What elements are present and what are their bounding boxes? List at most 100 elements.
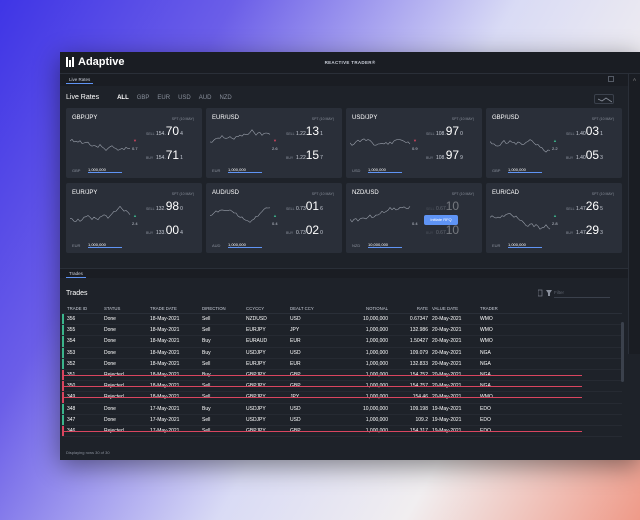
filter-aud[interactable]: AUD	[198, 94, 212, 101]
table-body: 356 Done 18-May-2021 Sell NZDUSD USD 10,000,00…	[62, 314, 622, 438]
rates-header: Live Rates ALL GBP EUR USD AUD NZD	[66, 94, 232, 101]
buy-button[interactable]: BUY 0.67 10	[426, 223, 460, 237]
notional-input[interactable]: 1,000,000	[88, 242, 122, 248]
sell-button[interactable]: SELL 1.22 13 1	[286, 124, 323, 138]
column-header[interactable]: TRADE ID	[67, 306, 88, 311]
table-row[interactable]: 348 Done 17-May-2021 Buy USDJPY USD 10,000,000…	[62, 403, 622, 415]
notional-input[interactable]: 1,000,000	[228, 167, 262, 173]
table-cell: 20-May-2021	[432, 372, 462, 379]
notional-input[interactable]: 1,000,000	[228, 242, 262, 248]
table-cell: 18-May-2021	[150, 316, 180, 323]
table-row[interactable]: 356 Done 18-May-2021 Sell NZDUSD USD 10,000,00…	[62, 314, 622, 326]
notional-input[interactable]: 1,000,000	[508, 167, 542, 173]
sell-button[interactable]: SELL 132. 98 0	[146, 199, 183, 213]
popout-icon[interactable]	[608, 76, 614, 82]
sell-price-pip: 0	[180, 206, 183, 212]
notional-input[interactable]: 10,000,000	[368, 242, 402, 248]
spread: 0.7	[132, 146, 138, 151]
column-header[interactable]: TRADE DATE	[150, 306, 177, 311]
column-header[interactable]: TRADER	[480, 306, 498, 311]
sell-button[interactable]: SELL 0.73 01 6	[286, 199, 323, 213]
table-cell: 18-May-2021	[150, 338, 180, 345]
notional-input[interactable]: 1,000,000	[508, 242, 542, 248]
table-row[interactable]: 349 Rejected 18-May-2021 Sell GBPJPY JPY 1,000…	[62, 392, 622, 404]
sell-button[interactable]: SELL 108. 97 0	[426, 124, 463, 138]
price-sparkline	[490, 139, 551, 153]
column-header[interactable]: VALUE DATE	[432, 306, 459, 311]
table-row[interactable]: 350 Rejected 18-May-2021 Sell GBPJPY GBP 1,000…	[62, 381, 622, 393]
tab-live-rates[interactable]: Live Rates	[66, 76, 94, 84]
table-row[interactable]: 351 Rejected 18-May-2021 Buy GBPJPY GBP 1,000,…	[62, 369, 622, 382]
table-cell: 20-May-2021	[432, 383, 462, 390]
price-sparkline	[210, 207, 271, 223]
filter-nzd[interactable]: NZD	[219, 94, 232, 101]
filter-icon[interactable]	[538, 288, 598, 298]
table-cell: 132.986	[409, 327, 428, 334]
table-cell: GBPJPY	[246, 394, 266, 401]
trades-filter-input[interactable]: Filter	[554, 290, 610, 298]
table-row[interactable]: 355 Done 18-May-2021 Sell EURJPY JPY 1,000,000…	[62, 325, 622, 337]
sell-button[interactable]: SELL 1.47 26 5	[566, 199, 603, 213]
sell-button[interactable]: SELL 1.40 03 1	[566, 124, 603, 138]
table-cell: EURJPY	[246, 360, 266, 367]
view-toggle-button[interactable]	[594, 94, 614, 104]
sell-price-small: 1.40	[576, 131, 586, 137]
filter-gbp[interactable]: GBP	[136, 94, 150, 101]
rate-tile[interactable]: EUR/USD SPT (10 MAY) ▼ 2.6 SELL 1.22 13 1 BUY 1.2…	[206, 108, 342, 178]
sell-price-big: 13	[305, 124, 320, 138]
buy-button[interactable]: BUY 1.22 15 7	[286, 148, 323, 162]
tab-trades[interactable]: Trades	[66, 270, 86, 278]
column-header[interactable]: RATE	[416, 306, 428, 311]
table-cell: USD	[290, 405, 301, 412]
sell-price-small: 0.67	[436, 206, 446, 212]
table-row[interactable]: 354 Done 18-May-2021 Buy EURAUD EUR 1,000,000 1…	[62, 336, 622, 348]
buy-button[interactable]: BUY 154. 71 1	[146, 148, 183, 162]
rate-tile[interactable]: GBP/JPY SPT (10 MAY) ▼ 0.7 SELL 154. 70 4 BUY 154…	[66, 108, 202, 178]
movement-arrow-icon: ▼	[413, 138, 417, 143]
price-sparkline	[350, 138, 411, 146]
table-scrollbar[interactable]	[621, 322, 624, 382]
table-row[interactable]: 352 Done 18-May-2021 Sell EURJPY EUR 1,000,000…	[62, 358, 622, 370]
table-row[interactable]: 346 Rejected 17-May-2021 Sell GBPJPY GBP 1,000…	[62, 425, 622, 438]
table-cell: 346	[67, 427, 76, 434]
buy-button[interactable]: BUY 1.40 05 3	[566, 148, 603, 162]
table-cell: 10,000,000	[362, 316, 388, 323]
column-header[interactable]: DEALT CCY	[290, 306, 314, 311]
currency-pair: NZD/USD	[352, 190, 379, 196]
buy-price-big: 97	[445, 148, 460, 162]
sell-price-big: 70	[165, 124, 180, 138]
rate-tile[interactable]: NZD/USD SPT (10 MAY) 0.4 SELL 0.67 10 BUY 0.67 1…	[346, 183, 482, 253]
buy-button[interactable]: BUY 133. 00 4	[146, 223, 183, 237]
notional-input[interactable]: 1,000,000	[88, 167, 122, 173]
sell-price-big: 03	[585, 124, 600, 138]
rate-tile[interactable]: AUD/USD SPT (10 MAY) ▲ 0.4 SELL 0.73 01 6 BUY 0.7…	[206, 183, 342, 253]
table-cell: 18-May-2021	[150, 360, 180, 367]
filter-all[interactable]: ALL	[117, 94, 129, 101]
column-header[interactable]: NOTIONAL	[366, 306, 388, 311]
filter-eur[interactable]: EUR	[157, 94, 171, 101]
table-cell: 18-May-2021	[150, 383, 180, 390]
notional-input[interactable]: 1,000,000	[368, 167, 402, 173]
table-row[interactable]: 347 Done 17-May-2021 Sell USDJPY USD 1,000,000…	[62, 414, 622, 426]
table-cell: Rejected	[104, 394, 124, 401]
initiate-rfq-button[interactable]: Initiate RFQ	[424, 215, 458, 225]
column-header[interactable]: STATUS	[104, 306, 121, 311]
column-header[interactable]: CCYCCY	[246, 306, 265, 311]
spot-date: SPT (10 MAY)	[171, 117, 194, 121]
buy-button[interactable]: BUY 108. 97 9	[426, 148, 463, 162]
sell-button[interactable]: SELL 154. 70 4	[146, 124, 183, 138]
sell-button[interactable]: SELL 0.67 10	[426, 199, 460, 213]
rate-tile[interactable]: EUR/CAD SPT (10 MAY) ▲ 2.8 SELL 1.47 26 5 BUY 1.4…	[486, 183, 622, 253]
buy-button[interactable]: BUY 0.73 02 0	[286, 223, 323, 237]
buy-button[interactable]: BUY 1.47 29 3	[566, 223, 603, 237]
rate-tile[interactable]: USD/JPY SPT (10 MAY) ▼ 0.9 SELL 108. 97 0 BUY 108…	[346, 108, 482, 178]
buy-price-small: 1.47	[576, 230, 586, 236]
column-header[interactable]: DIRECTION	[202, 306, 226, 311]
rate-tile[interactable]: GBP/USD SPT (10 MAY) ▲ 2.2 SELL 1.40 03 1 BUY 1.4…	[486, 108, 622, 178]
filter-usd[interactable]: USD	[178, 94, 191, 101]
table-cell: WMO	[480, 327, 493, 334]
rate-tile[interactable]: EUR/JPY SPT (10 MAY) ▲ 2.4 SELL 132. 98 0 BUY 133…	[66, 183, 202, 253]
table-cell: 1,000,000	[365, 427, 388, 434]
table-row[interactable]: 353 Done 18-May-2021 Buy USDJPY USD 1,000,000 1…	[62, 347, 622, 359]
spread: 2.6	[272, 146, 278, 151]
